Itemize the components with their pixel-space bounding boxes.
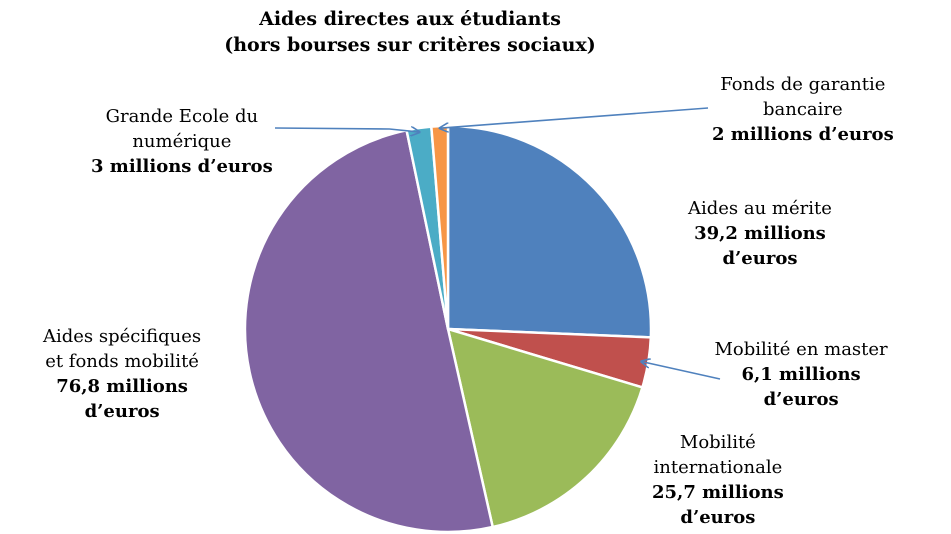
leader-lines <box>274 107 721 380</box>
label-category-line: Aides au mérite <box>688 198 832 219</box>
label-category-line: Aides spécifiques <box>43 326 202 347</box>
label-grande-ecole-numerique: Grande Ecole du numérique 3 millions d’eur… <box>91 104 273 179</box>
label-mobilite-master: Mobilité en master 6,1 millions d’euros <box>715 337 888 412</box>
label-value-line: d’euros <box>763 389 839 410</box>
label-category-line: Mobilité <box>679 432 756 453</box>
label-aides-specifiques: Aides spécifiques et fonds mobilité 76,8 m… <box>43 324 201 424</box>
leader-line-fonds-garantie <box>440 107 709 128</box>
label-value-line: 39,2 millions <box>694 223 826 244</box>
label-value-line: d’euros <box>84 401 160 422</box>
label-category-line: Fonds de garantie <box>720 74 886 95</box>
label-value-line: 76,8 millions <box>56 376 188 397</box>
label-fonds-garantie: Fonds de garantie bancaire 2 millions d’eu… <box>712 72 894 147</box>
label-category-line: internationale <box>653 457 783 478</box>
slice-aides-merite <box>446 124 653 339</box>
slice-mobilite-internationale <box>446 327 644 529</box>
label-category-line: bancaire <box>763 99 843 120</box>
label-category-line: et fonds mobilité <box>45 351 199 372</box>
label-category-line: Grande Ecole du <box>105 106 259 127</box>
chart-subtitle: (hors bourses sur critères sociaux) <box>224 34 596 56</box>
label-value-line: d’euros <box>722 248 798 269</box>
leader-line-mobilite-master <box>641 362 721 380</box>
chart-title: Aides directes aux étudiants <box>259 8 561 30</box>
label-value-line: 3 millions d’euros <box>91 156 273 177</box>
label-value-line: 6,1 millions <box>741 364 861 385</box>
leader-line-grande-ecole-numerique <box>274 128 420 132</box>
label-category-line: Mobilité en master <box>714 339 888 360</box>
label-value-line: d’euros <box>680 507 756 528</box>
label-aides-merite: Aides au mérite 39,2 millions d’euros <box>688 196 832 271</box>
chart-title-block: Aides directes aux étudiants (hors bours… <box>0 6 820 58</box>
label-mobilite-internationale: Mobilité internationale 25,7 millions d’eur… <box>652 430 784 530</box>
label-category-line: numérique <box>132 131 232 152</box>
slice-aides-specifiques <box>243 129 494 534</box>
label-value-line: 2 millions d’euros <box>712 124 894 145</box>
pie-slices <box>243 124 653 534</box>
label-value-line: 25,7 millions <box>652 482 784 503</box>
